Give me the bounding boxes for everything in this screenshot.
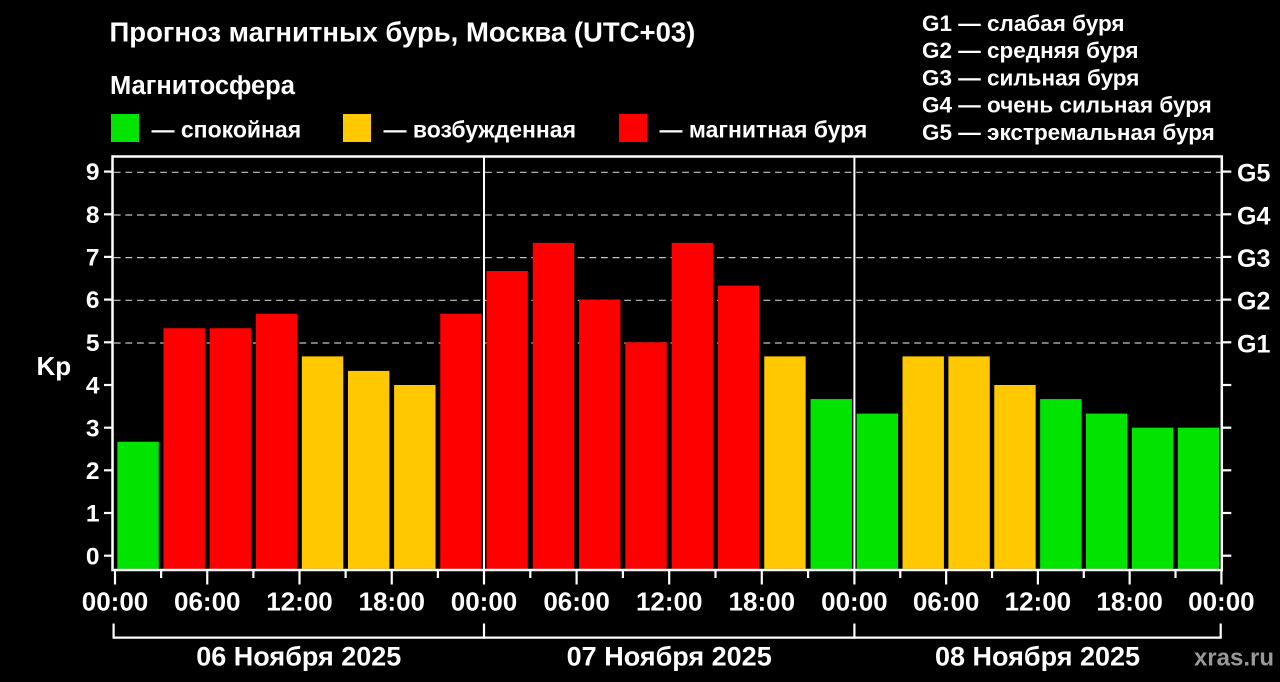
svg-text:G4 — очень сильная буря: G4 — очень сильная буря bbox=[922, 93, 1212, 118]
svg-text:Прогноз магнитных бурь, Москва: Прогноз магнитных бурь, Москва (UTC+03) bbox=[110, 17, 696, 48]
svg-text:— магнитная буря: — магнитная буря bbox=[660, 117, 868, 143]
svg-text:G3 — сильная буря: G3 — сильная буря bbox=[922, 65, 1139, 90]
svg-text:G1 — слабая буря: G1 — слабая буря bbox=[922, 11, 1125, 36]
svg-text:G3: G3 bbox=[1237, 245, 1270, 273]
svg-text:18:00: 18:00 bbox=[359, 587, 426, 617]
svg-text:18:00: 18:00 bbox=[1096, 587, 1163, 617]
svg-text:xras.ru: xras.ru bbox=[1194, 645, 1274, 672]
svg-text:00:00: 00:00 bbox=[82, 587, 149, 617]
svg-text:— возбужденная: — возбужденная bbox=[384, 117, 577, 143]
svg-text:7: 7 bbox=[86, 245, 100, 272]
svg-text:00:00: 00:00 bbox=[821, 587, 888, 617]
svg-text:G1: G1 bbox=[1237, 330, 1270, 358]
svg-text:2: 2 bbox=[86, 458, 100, 485]
svg-text:0: 0 bbox=[86, 543, 100, 570]
svg-text:Kp: Kp bbox=[37, 351, 72, 381]
svg-text:5: 5 bbox=[86, 330, 100, 357]
svg-text:G2 — средняя буря: G2 — средняя буря bbox=[922, 38, 1139, 63]
svg-text:06:00: 06:00 bbox=[913, 587, 980, 617]
svg-text:18:00: 18:00 bbox=[729, 587, 796, 617]
svg-text:00:00: 00:00 bbox=[451, 587, 518, 617]
svg-text:1: 1 bbox=[86, 501, 100, 528]
svg-text:6: 6 bbox=[86, 287, 100, 314]
svg-text:06 Ноября 2025: 06 Ноября 2025 bbox=[196, 641, 401, 671]
svg-text:06:00: 06:00 bbox=[174, 587, 241, 617]
svg-text:G2: G2 bbox=[1237, 288, 1270, 316]
svg-text:07 Ноября 2025: 07 Ноября 2025 bbox=[567, 641, 772, 671]
svg-text:8: 8 bbox=[86, 202, 100, 229]
svg-text:— спокойная: — спокойная bbox=[152, 117, 302, 143]
svg-text:12:00: 12:00 bbox=[266, 587, 333, 617]
svg-text:G5: G5 bbox=[1237, 160, 1270, 188]
svg-text:G5 — экстремальная буря: G5 — экстремальная буря bbox=[922, 120, 1215, 145]
svg-text:08 Ноября 2025: 08 Ноября 2025 bbox=[935, 641, 1140, 671]
svg-text:06:00: 06:00 bbox=[543, 587, 610, 617]
svg-text:9: 9 bbox=[86, 159, 100, 186]
svg-text:Магнитосфера: Магнитосфера bbox=[110, 72, 296, 100]
svg-text:12:00: 12:00 bbox=[636, 587, 703, 617]
svg-text:12:00: 12:00 bbox=[1005, 587, 1072, 617]
svg-text:00:00: 00:00 bbox=[1188, 587, 1255, 617]
svg-text:G4: G4 bbox=[1237, 202, 1270, 230]
svg-text:4: 4 bbox=[86, 373, 100, 400]
svg-text:3: 3 bbox=[86, 415, 100, 442]
